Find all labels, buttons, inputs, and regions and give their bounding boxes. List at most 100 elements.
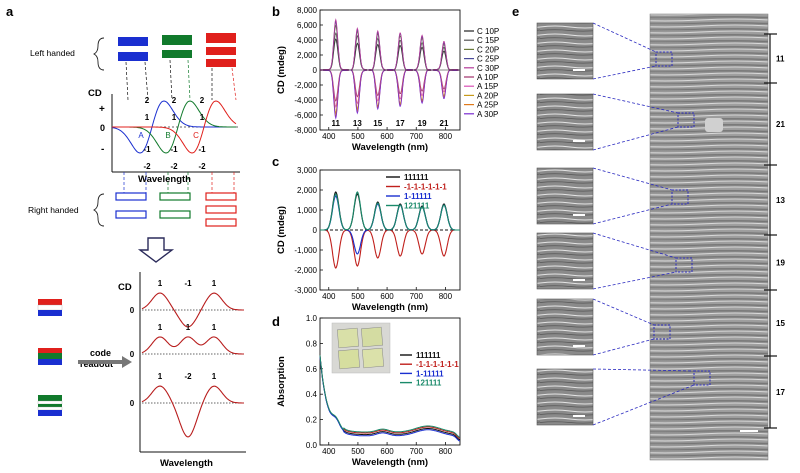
sem-connector-bottom-2 [592,203,673,225]
left-blue-top-bar [118,37,148,46]
peak-annotation-b-4: 19 [418,119,427,128]
curve-c [112,100,237,154]
ytick-label-c-5: -2,000 [294,266,317,275]
panel-c-label: c [272,154,279,169]
legend-label-b-9: A 30P [477,110,498,119]
ytick-label-b-2: 4,000 [297,36,318,45]
legend-label-b-2: C 20P [477,45,499,54]
ytick-label-b-6: -4,000 [294,96,317,105]
cd-axis-label: CD [88,88,102,99]
level-bottom-0: -2 [143,162,151,171]
readout-zero-label-0: 0 [130,306,135,315]
sem-inset-scale-bar-1 [573,140,585,142]
ytick-label-b-7: -6,000 [294,111,317,120]
sem-roi-box-5 [693,370,711,386]
peak-annotation-b-5: 21 [440,119,449,128]
level-low-2: -1 [198,145,206,154]
xtick-label-b-0: 400 [322,132,336,141]
right-handed-bars [115,192,237,227]
xaxis-label-b: Wavelength (nm) [352,142,428,153]
panel-d-label: d [272,314,280,329]
panel-a-label: a [6,4,14,19]
series-line-b-7 [319,69,461,115]
readout-zero-label-1: 0 [130,350,135,359]
series-line-b-8 [319,69,461,118]
curve-a [111,100,236,154]
right-handed-label: Right handed [28,205,79,215]
cd-schematic: CD + 0 - Wavelength 21A-1-221B-1-221C-1-… [88,88,240,185]
chart-c: 400 500 600 700 800 3,000 2,000 1,000 0 -1,000 -2,… [276,166,461,313]
readout-peak-label-1-2: 1 [212,323,217,332]
sem-connector-bottom-5 [592,384,695,426]
readout-arrow-icon [78,356,132,368]
level-mid-1: 1 [172,113,177,122]
sem-inset-scale-bar-3 [573,279,585,281]
xtick-label-b-1: 500 [351,132,365,141]
series-line-c-2 [320,195,460,255]
right-green-bottom-bar [159,210,191,219]
ytick-label-c-0: 3,000 [297,166,318,175]
chart-b: 400 500 600 700 800 8,000 6,000 4,000 2,000 0 -2,0… [276,6,499,153]
left-handed-brace [92,37,105,71]
readout-rows: 0 1 -1 1 0 1 1 1 0 1 -2 1 [130,279,244,438]
series-line-c-1 [320,229,460,269]
ytick-label-b-4: 0 [313,66,318,75]
legend-label-c-1: -1-1-1-1-1-1 [404,183,447,192]
series-line-d-2 [319,356,461,442]
readout-curve-2 [141,385,244,438]
legend-label-b-0: C 10P [477,27,499,36]
wavelength-axis-label: Wavelength [138,174,191,185]
sem-scale-bar-main [740,430,758,432]
left-green-bottom-bar [162,50,192,58]
xtick-label-d-1: 500 [351,447,365,456]
legend-label-c-2: 1-11111 [404,192,432,201]
panel-b: b 400 500 600 700 800 8,000 6,000 4,000 2,000 0 -2… [272,4,499,153]
bracket-label-2: 13 [776,196,785,205]
sample-photo-inset [331,322,391,374]
bracket-label-0: 11 [776,55,785,64]
readout-peak-label-0-2: 1 [212,279,217,288]
right-red-top-bar [205,192,237,201]
left-red-mid-bar [206,47,236,55]
series-line-c-3 [320,191,460,231]
xtick-label-b-3: 700 [410,132,424,141]
level-mid-2: 1 [200,113,205,122]
legend-label-b-1: C 15P [477,36,499,45]
xtick-label-c-3: 700 [410,292,424,301]
right-blue-bottom-bar [115,210,147,219]
sem-connector-bottom-0 [592,65,657,80]
curve-letter-2: C [193,131,199,140]
level-mid-0: 1 [145,113,150,122]
level-low-1: -1 [170,145,178,154]
curve-letter-0: A [138,131,144,140]
sem-connector-top-5 [592,368,695,372]
bracket-label-3: 19 [776,259,785,268]
right-handed-brace [92,193,105,227]
panel-d: d 400 500 600 700 800 1.0 0.8 0.6 0.4 0.2 0.0 Wavel… [272,314,461,468]
sem-brackets: 11 21 13 19 15 17 [764,33,785,429]
legend-label-b-8: A 25P [477,101,498,110]
xtick-label-b-2: 600 [380,132,394,141]
code-label: code [90,348,111,358]
legend-label-b-3: C 25P [477,55,499,64]
code-bar-icons [37,299,63,416]
ytick-label-c-2: 1,000 [297,206,318,215]
sem-connector-top-2 [592,167,673,191]
series-line-b-3 [319,20,461,71]
down-arrow-icon [137,237,175,263]
chart-d: 400 500 600 700 800 1.0 0.8 0.6 0.4 0.2 0.0 Wavelen… [276,314,461,468]
sem-inset-scale-bar-5 [573,415,585,417]
left-red-top-bar [206,33,236,43]
sem-connector-top-4 [592,298,655,326]
series-line-b-4 [319,18,461,71]
xtick-label-c-2: 600 [380,292,394,301]
xtick-label-d-4: 800 [439,447,453,456]
right-red-bottom-bar [205,218,237,227]
ytick-label-b-1: 6,000 [297,21,318,30]
legend-label-b-6: A 15P [477,82,498,91]
readout-peak-label-0-0: 1 [158,279,163,288]
ytick-label-c-4: -1,000 [294,246,317,255]
legend-label-b-7: A 20P [477,91,498,100]
peak-annotation-b-1: 13 [353,119,362,128]
sem-roi-box-1 [677,112,695,128]
